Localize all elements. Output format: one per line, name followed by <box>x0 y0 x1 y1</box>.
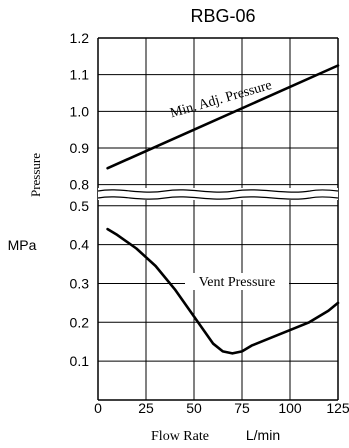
y-tick-label-upper: 1.0 <box>70 103 90 119</box>
axis-break <box>97 188 339 200</box>
y-tick-label-lower: 0.4 <box>70 237 90 253</box>
x-tick-label: 25 <box>138 400 154 416</box>
x-tick-label: 125 <box>326 400 349 416</box>
grid <box>97 37 339 401</box>
x-tick-label: 100 <box>278 400 302 416</box>
series-label-min-adj-pressure: Min. Adj. Pressure <box>169 78 274 121</box>
chart-title: RBG-06 <box>190 6 255 26</box>
series-line-min-adj-pressure <box>106 64 340 170</box>
y-tick-label-upper: 1.1 <box>70 67 90 83</box>
tick-labels: 0 25 50 75 100 125 0.8 0.9 1.0 1.1 1.2 0.1 0.2 0.3 0.4… <box>70 30 349 416</box>
y-tick-label-lower: 0.5 <box>70 198 90 214</box>
series-group <box>106 64 340 355</box>
y-tick-label-lower: 0.2 <box>70 314 90 330</box>
series-line-vent-pressure <box>106 227 340 355</box>
y-axis-unit: MPa <box>8 237 37 253</box>
x-tick-label: 50 <box>186 400 202 416</box>
x-axis-unit: L/min <box>246 427 280 443</box>
x-tick-label: 75 <box>234 400 250 416</box>
y-axis-label: Pressure <box>28 153 43 197</box>
x-axis-label: Flow Rate <box>151 429 209 444</box>
y-tick-label-upper: 0.9 <box>70 140 90 156</box>
y-tick-label-upper: 1.2 <box>70 30 90 46</box>
y-tick-label-lower: 0.1 <box>70 353 90 369</box>
y-tick-label-lower: 0.3 <box>70 275 90 291</box>
series-label-backdrop <box>185 273 289 290</box>
x-tick-label: 0 <box>94 400 102 416</box>
y-tick-label-upper: 0.8 <box>70 177 90 193</box>
series-label-vent-pressure: Vent Pressure <box>199 275 276 290</box>
